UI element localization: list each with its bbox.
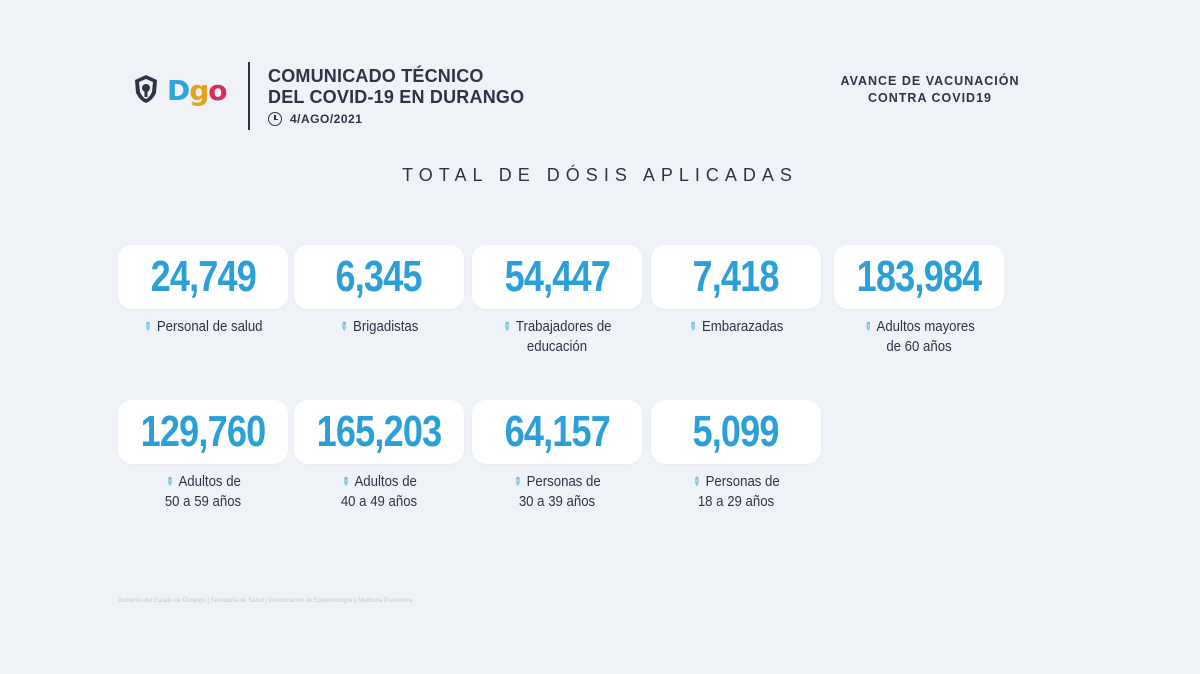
stat-label: ✎ Brigadistas (304, 317, 454, 337)
stat-label: ✎ Personas de 18 a 29 años (661, 472, 811, 512)
header-divider (248, 62, 250, 130)
stat-value: 165,203 (316, 407, 443, 456)
stat-label: ✎ Adultos de 50 a 59 años (128, 472, 278, 512)
clock-icon (268, 112, 282, 126)
stat-label: ✎ Embarazadas (661, 317, 811, 337)
syringe-icon: ✎ (337, 319, 351, 335)
stat-value-box: 129,760 (118, 400, 288, 464)
stat-value: 183,984 (856, 252, 983, 301)
stat-card-brigadistas: 6,345 ✎ Brigadistas (294, 245, 464, 337)
stat-card-adultos-40-49: 165,203 ✎ Adultos de 40 a 49 años (294, 400, 464, 512)
stat-label: ✎ Adultos mayores de 60 años (844, 317, 994, 357)
footer-credits: Gobierno del Estado de Durango | Secreta… (118, 598, 413, 604)
stat-value-box: 54,447 (472, 245, 642, 309)
stat-value-box: 5,099 (651, 400, 821, 464)
syringe-icon: ✎ (162, 474, 176, 490)
stat-label: ✎ Personas de 30 a 39 años (482, 472, 632, 512)
syringe-icon: ✎ (499, 319, 514, 335)
syringe-icon: ✎ (510, 474, 524, 490)
stat-value-box: 64,157 (472, 400, 642, 464)
syringe-icon: ✎ (860, 319, 874, 335)
syringe-icon: ✎ (140, 319, 155, 335)
dgo-logo: Dgo (167, 74, 228, 107)
state-seal-icon (135, 75, 157, 103)
stat-card-trabajadores-educacion: 54,447 ✎ Trabajadores de educación (472, 245, 642, 357)
stat-value: 7,418 (692, 252, 780, 301)
section-title: TOTAL DE DÓSIS APLICADAS (402, 165, 798, 185)
syringe-icon: ✎ (338, 474, 352, 490)
stat-card-personal-salud: 24,749 ✎ Personal de salud (118, 245, 288, 337)
stat-value: 6,345 (335, 252, 423, 301)
stat-card-adultos-50-59: 129,760 ✎ Adultos de 50 a 59 años (118, 400, 288, 512)
avance-line-2: CONTRA COVID19 (868, 91, 992, 105)
stat-label: ✎ Adultos de 40 a 49 años (304, 472, 454, 512)
header-logos: Dgo (133, 74, 228, 107)
stat-card-personas-18-29: 5,099 ✎ Personas de 18 a 29 años (651, 400, 821, 512)
syringe-icon: ✎ (689, 474, 703, 490)
report-date: 4/AGO/2021 (290, 112, 363, 126)
stat-value-box: 6,345 (294, 245, 464, 309)
stat-value-box: 165,203 (294, 400, 464, 464)
vaccination-progress-heading: AVANCE DE VACUNACIÓN CONTRA COVID19 (820, 73, 1040, 107)
stat-card-personas-30-39: 64,157 ✎ Personas de 30 a 39 años (472, 400, 642, 512)
stat-value-box: 24,749 (118, 245, 288, 309)
stat-value-box: 7,418 (651, 245, 821, 309)
stat-card-embarazadas: 7,418 ✎ Embarazadas (651, 245, 821, 337)
title-line-1: COMUNICADO TÉCNICO (268, 66, 484, 86)
syringe-icon: ✎ (686, 319, 700, 335)
title-block: COMUNICADO TÉCNICO DEL COVID-19 EN DURAN… (268, 66, 524, 126)
stat-value-box: 183,984 (834, 245, 1004, 309)
avance-line-1: AVANCE DE VACUNACIÓN (840, 74, 1020, 88)
title-line-2: DEL COVID-19 EN DURANGO (268, 87, 525, 107)
stat-value: 54,447 (504, 252, 610, 301)
stat-label: ✎ Trabajadores de educación (482, 317, 632, 357)
stat-value: 5,099 (692, 407, 780, 456)
stat-value: 64,157 (504, 407, 610, 456)
stat-card-adultos-mayores: 183,984 ✎ Adultos mayores de 60 años (834, 245, 1004, 357)
stat-value: 129,760 (140, 407, 267, 456)
date-row: 4/AGO/2021 (268, 112, 524, 126)
stat-label: ✎ Personal de salud (128, 317, 278, 337)
stat-value: 24,749 (150, 252, 256, 301)
